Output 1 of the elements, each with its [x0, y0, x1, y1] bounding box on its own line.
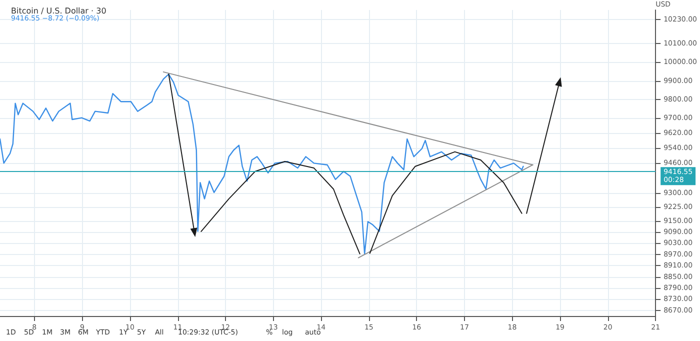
- chart-title: Bitcoin / U.S. Dollar · 30: [11, 6, 106, 16]
